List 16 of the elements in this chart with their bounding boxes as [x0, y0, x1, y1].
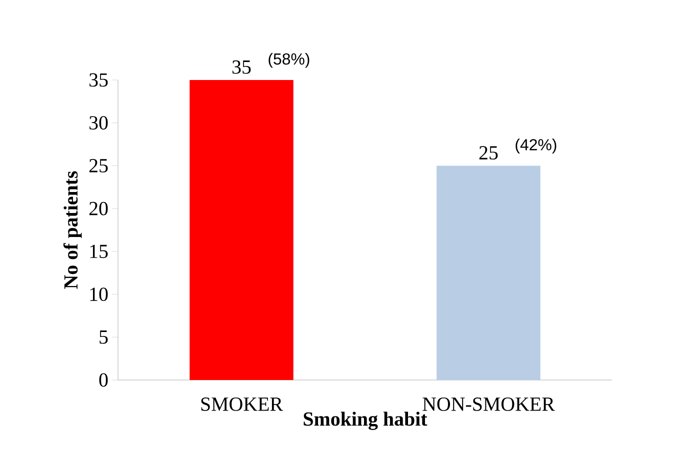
y-tick-label: 25 — [89, 159, 108, 172]
y-tick-label: 10 — [90, 288, 108, 301]
y-tick-label: 30 — [90, 116, 108, 130]
annotation: (58%) — [268, 52, 310, 68]
data-label: 25 — [479, 146, 498, 160]
x-tick-label: NON-SMOKER — [422, 398, 555, 411]
y-tick-label: 35 — [90, 73, 108, 87]
annotation: (42%) — [516, 138, 556, 154]
data-label: 35 — [232, 60, 251, 74]
y-tick-label: 20 — [89, 202, 108, 216]
x-tick-label: SMOKER — [201, 398, 283, 411]
y-axis-title: No of patients — [63, 171, 82, 289]
y-tick-label: 0 — [99, 373, 108, 387]
x-axis-title: Smoking habit — [304, 412, 428, 430]
y-tick-label: 5 — [100, 330, 108, 344]
y-tick-label: 15 — [90, 244, 108, 258]
